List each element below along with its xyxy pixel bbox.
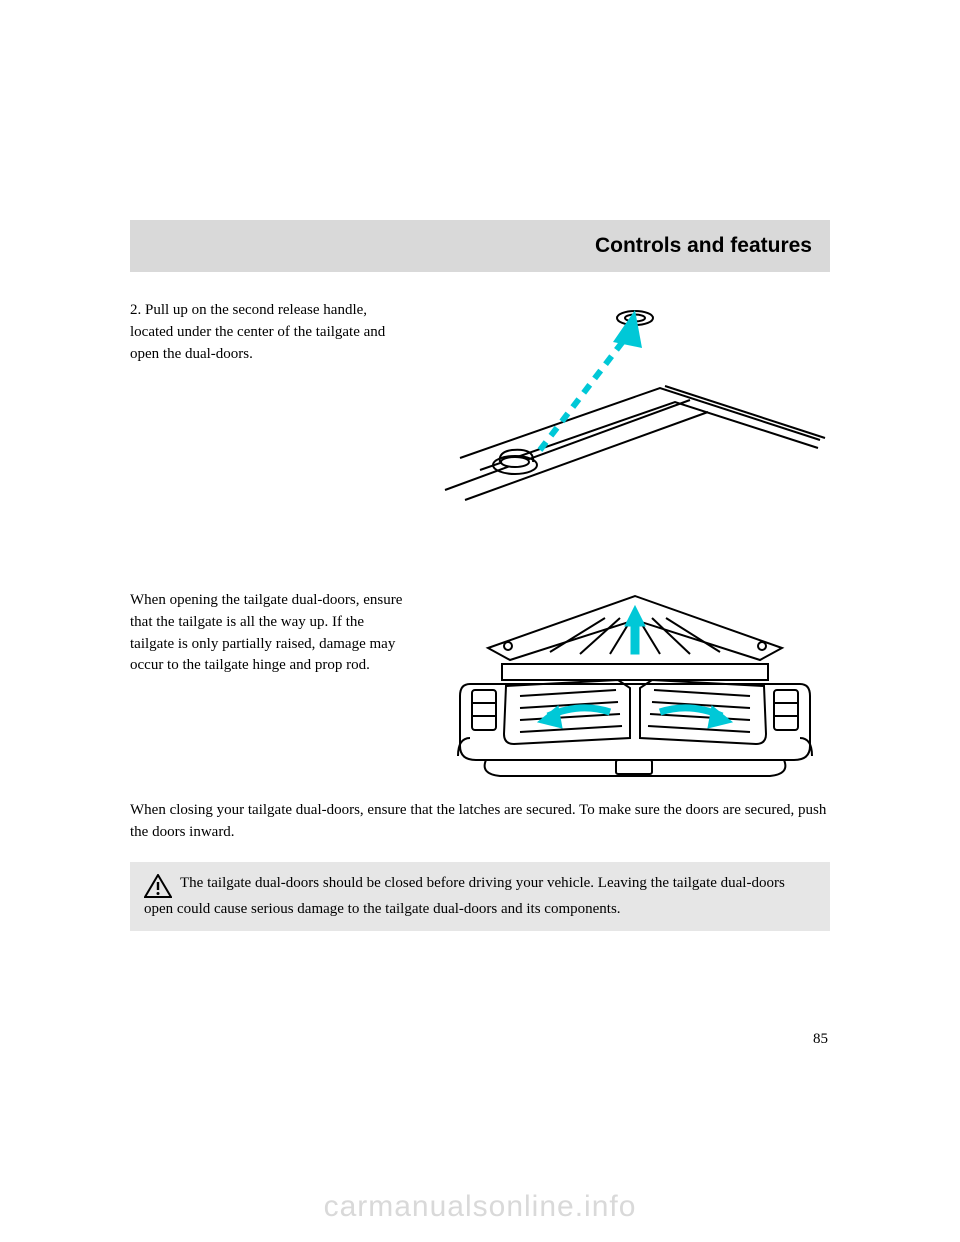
warning-box: The tailgate dual-doors should be closed… [130, 862, 830, 931]
warning-text: The tailgate dual-doors should be closed… [144, 875, 785, 917]
tailgate-handle-diagram [440, 290, 830, 510]
page-number: 85 [813, 1031, 828, 1048]
truck-rear-diagram [440, 588, 830, 788]
warning-triangle-icon [144, 874, 172, 898]
body-paragraph-3: When closing your tailgate dual-doors, e… [130, 800, 830, 844]
section-title: Controls and features [595, 234, 812, 258]
up-arrow-icon [540, 310, 642, 450]
watermark-text: carmanualsonline.info [0, 1190, 960, 1224]
section-header-band: Controls and features [130, 220, 830, 272]
door-open-arrows-icon [538, 606, 732, 728]
body-paragraph-1: 2. Pull up on the second release handle,… [130, 300, 410, 365]
manual-page: Controls and features 2. Pull up on the … [0, 0, 960, 1242]
body-paragraph-2: When opening the tailgate dual-doors, en… [130, 590, 410, 677]
